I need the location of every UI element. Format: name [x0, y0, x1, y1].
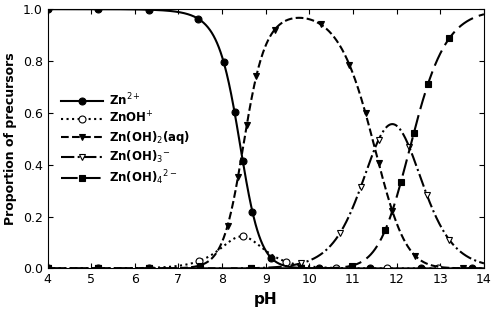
- Zn(OH)$_3$$^{-}$: [89, 267, 95, 270]
- Zn(OH)$_3$$^{-}$: [45, 267, 51, 270]
- ZnOH$^{+}$: [221, 244, 227, 248]
- Zn$^{2+}$: [344, 267, 350, 270]
- ZnOH$^{+}$: [385, 267, 391, 270]
- Line: Zn(OH)$_2$(aq): Zn(OH)$_2$(aq): [44, 14, 488, 272]
- Zn$^{2+}$: [221, 62, 227, 65]
- Zn(OH)$_2$(aq): [481, 267, 487, 270]
- Zn(OH)$_4$$^{2-}$: [393, 198, 399, 202]
- Zn$^{2+}$: [45, 7, 51, 11]
- Zn(OH)$_3$$^{-}$: [385, 124, 391, 128]
- Zn(OH)$_4$$^{2-}$: [89, 267, 95, 270]
- ZnOH$^{+}$: [89, 267, 95, 270]
- Line: Zn(OH)$_3$$^{-}$: Zn(OH)$_3$$^{-}$: [44, 121, 488, 272]
- Line: Zn(OH)$_4$$^{2-}$: Zn(OH)$_4$$^{2-}$: [44, 11, 488, 272]
- ZnOH$^{+}$: [345, 266, 351, 270]
- Zn(OH)$_3$$^{-}$: [393, 123, 399, 127]
- Zn(OH)$_4$$^{2-}$: [221, 267, 227, 270]
- ZnOH$^{+}$: [237, 235, 243, 239]
- Zn$^{2+}$: [481, 267, 487, 270]
- Zn(OH)$_2$(aq): [393, 220, 399, 224]
- Line: ZnOH$^{+}$: ZnOH$^{+}$: [44, 233, 488, 272]
- Zn(OH)$_3$$^{-}$: [237, 267, 243, 270]
- Legend: Zn$^{2+}$, ZnOH$^{+}$, Zn(OH)$_2$(aq), Zn(OH)$_3$$^{-}$, Zn(OH)$_4$$^{2-}$: Zn$^{2+}$, ZnOH$^{+}$, Zn(OH)$_2$(aq), Z…: [58, 88, 193, 190]
- Zn(OH)$_3$$^{-}$: [221, 267, 227, 270]
- Zn(OH)$_3$$^{-}$: [389, 122, 395, 126]
- Zn$^{2+}$: [393, 267, 399, 270]
- Zn(OH)$_4$$^{2-}$: [385, 222, 391, 225]
- Zn(OH)$_3$$^{-}$: [481, 262, 487, 265]
- Zn(OH)$_4$$^{2-}$: [237, 267, 243, 270]
- Zn(OH)$_4$$^{2-}$: [45, 267, 51, 270]
- Y-axis label: Proportion of precursors: Proportion of precursors: [4, 53, 17, 225]
- Zn(OH)$_4$$^{2-}$: [344, 265, 350, 268]
- Zn(OH)$_2$(aq): [385, 196, 391, 200]
- Line: Zn$^{2+}$: Zn$^{2+}$: [44, 6, 488, 272]
- Zn$^{2+}$: [89, 7, 95, 11]
- Zn(OH)$_3$$^{-}$: [344, 218, 350, 222]
- Zn(OH)$_2$(aq): [237, 165, 243, 169]
- Zn$^{2+}$: [237, 141, 243, 145]
- ZnOH$^{+}$: [393, 267, 399, 270]
- Zn(OH)$_2$(aq): [221, 235, 227, 239]
- X-axis label: pH: pH: [254, 292, 278, 307]
- Zn(OH)$_4$$^{2-}$: [481, 12, 487, 16]
- Zn(OH)$_2$(aq): [89, 267, 95, 270]
- Zn$^{2+}$: [385, 267, 391, 270]
- Zn(OH)$_2$(aq): [345, 59, 351, 63]
- ZnOH$^{+}$: [45, 267, 51, 270]
- ZnOH$^{+}$: [239, 234, 245, 238]
- ZnOH$^{+}$: [481, 267, 487, 270]
- Zn(OH)$_2$(aq): [296, 16, 302, 20]
- Zn(OH)$_2$(aq): [45, 267, 51, 270]
